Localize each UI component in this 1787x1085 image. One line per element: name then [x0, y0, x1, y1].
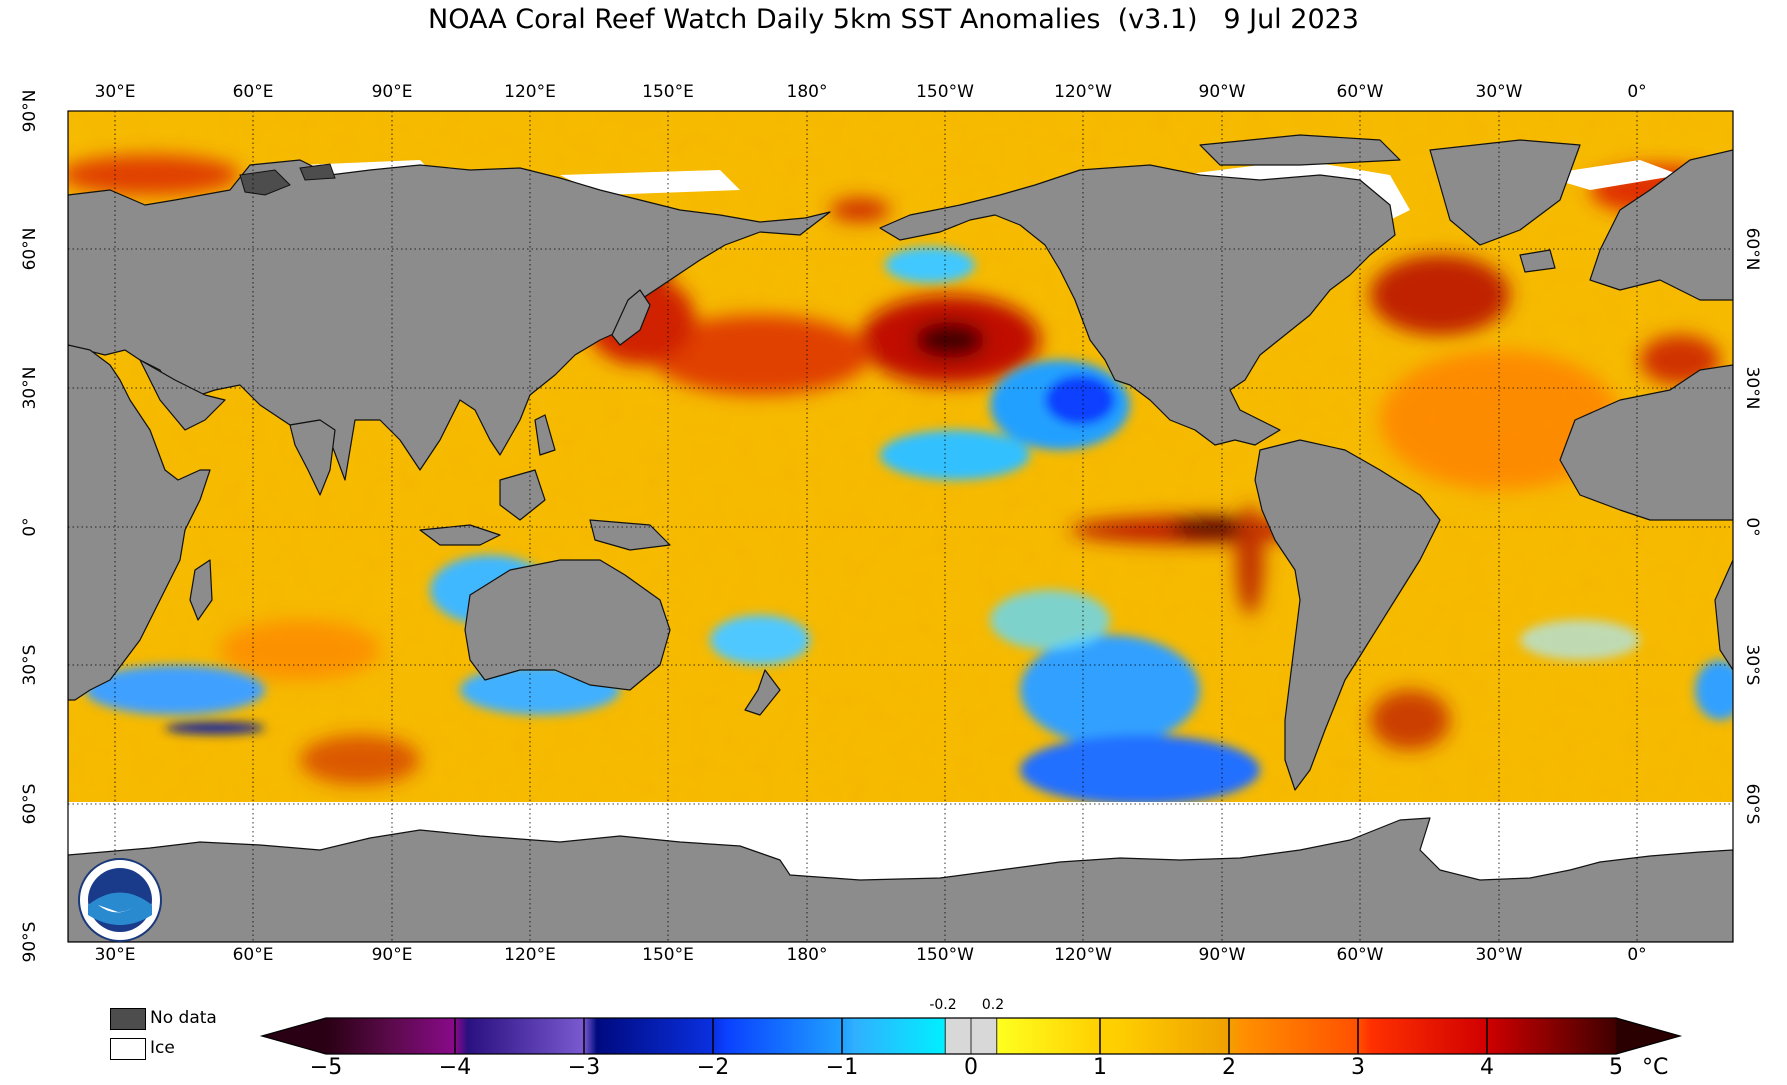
australia	[464, 559, 671, 691]
west-africa	[1559, 364, 1733, 521]
top-lon-label: 150°E	[642, 82, 694, 102]
ice-label: Ice	[150, 1038, 175, 1058]
colorbar	[259, 1017, 1683, 1055]
no-data-swatch	[110, 1008, 146, 1030]
left-lat-label: 30°N	[20, 366, 40, 410]
top-lon-label: 60°E	[232, 82, 274, 102]
borneo	[499, 469, 546, 521]
top-lon-label: 120°W	[1054, 82, 1112, 102]
colorbar-low-arrow	[262, 1018, 326, 1054]
greenland	[1429, 139, 1581, 246]
right-lat-label: 0°	[1742, 517, 1762, 537]
colorbar-tick-label: −1	[825, 1055, 859, 1080]
bottom-lon-label: 150°E	[642, 945, 694, 965]
map-area	[68, 111, 1733, 942]
colorbar-tick-label: −2	[696, 1055, 730, 1080]
north-america	[879, 164, 1396, 446]
colorbar-minus-0.2-label: -0.2	[929, 997, 957, 1013]
madagascar	[189, 559, 213, 621]
ice-swatch	[110, 1038, 146, 1060]
iceland	[1519, 249, 1556, 273]
southern-africa-edge	[1714, 559, 1733, 671]
antarctica	[68, 817, 1733, 942]
top-lon-label: 90°W	[1198, 82, 1246, 102]
bottom-lon-label: 0°	[1627, 945, 1647, 965]
arabia	[139, 359, 226, 431]
top-lon-label: 120°E	[504, 82, 556, 102]
left-lat-label: 90°S	[20, 921, 40, 963]
bottom-lon-label: 120°W	[1054, 945, 1112, 965]
bottom-lon-label: 30°E	[94, 945, 136, 965]
top-lon-label: 180°	[786, 82, 828, 102]
colorbar-tick-label: 2	[1222, 1055, 1236, 1080]
colorbar-unit: °C	[1642, 1055, 1669, 1080]
europe	[1589, 149, 1733, 301]
bottom-lon-label: 60°W	[1336, 945, 1384, 965]
colorbar-tick-label: −3	[567, 1055, 601, 1080]
bottom-lon-label: 120°E	[504, 945, 556, 965]
bottom-lon-label: 90°E	[371, 945, 413, 965]
bottom-lon-label: 60°E	[232, 945, 274, 965]
no-data-areas	[239, 163, 336, 196]
colorbar-tick-label: 4	[1480, 1055, 1494, 1080]
top-lon-label: 0°	[1627, 82, 1647, 102]
left-lat-label: 90°N	[20, 89, 40, 133]
right-lat-label: 30°N	[1742, 366, 1762, 410]
india	[289, 419, 336, 496]
africa	[68, 344, 211, 701]
left-lat-label: 60°N	[20, 227, 40, 271]
top-lon-label: 30°W	[1475, 82, 1523, 102]
bottom-lon-label: 180°	[786, 945, 828, 965]
eurasia	[68, 159, 831, 481]
colorbar-tick-label: 1	[1093, 1055, 1107, 1080]
right-lat-label: 60°S	[1742, 783, 1762, 825]
cold-anomalies	[85, 247, 1733, 805]
bottom-lon-label: 150°W	[916, 945, 974, 965]
top-lon-label: 30°E	[94, 82, 136, 102]
colorbar-tick-label: 5	[1609, 1055, 1623, 1080]
new-zealand	[744, 669, 781, 716]
warm-anomalies	[68, 155, 1730, 785]
left-lat-label: 30°S	[20, 644, 40, 686]
colorbar-tick-label: −4	[438, 1055, 472, 1080]
map-frame	[67, 110, 1734, 943]
new-guinea	[589, 519, 671, 551]
philippines	[534, 414, 556, 456]
top-lon-label: 90°E	[371, 82, 413, 102]
arctic-islands	[1199, 134, 1401, 166]
bottom-lon-label: 90°W	[1198, 945, 1246, 965]
colorbar-tick-label: 3	[1351, 1055, 1365, 1080]
indonesia	[419, 524, 501, 546]
map-title: NOAA Coral Reef Watch Daily 5km SST Anom…	[428, 4, 1359, 35]
south-america	[1254, 439, 1441, 791]
no-data-label: No data	[150, 1008, 217, 1028]
noaa-logo: noaa-logo	[78, 858, 162, 942]
right-lat-label: 60°N	[1742, 227, 1762, 271]
colorbar-plus-0.2-label: 0.2	[981, 997, 1005, 1013]
bottom-lon-label: 30°W	[1475, 945, 1523, 965]
top-lon-label: 60°W	[1336, 82, 1384, 102]
colorbar-tick-label: −5	[309, 1055, 343, 1080]
colorbar-high-arrow	[1616, 1018, 1680, 1054]
right-lat-label: 30°S	[1742, 644, 1762, 686]
land-masses	[68, 134, 1733, 942]
japan	[611, 289, 651, 346]
top-lon-label: 150°W	[916, 82, 974, 102]
colorbar-tick-label: 0	[964, 1055, 978, 1080]
left-lat-label: 0°	[20, 517, 40, 537]
left-lat-label: 60°S	[20, 783, 40, 825]
graticule	[68, 111, 1733, 942]
